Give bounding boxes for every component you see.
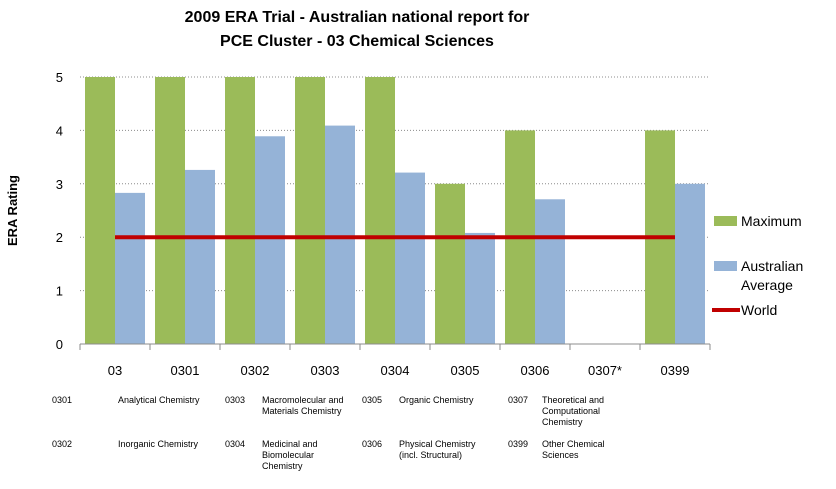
legend-label-australian-average: Australian Average [741, 258, 803, 293]
legend-label-world: World [741, 302, 777, 318]
bar-australian-average-0302 [255, 136, 285, 344]
footnote-description: Computational [542, 406, 600, 416]
y-tick-label: 3 [56, 177, 63, 192]
footnote-description: Chemistry [542, 417, 583, 427]
footnote-code: 0304 [225, 439, 245, 449]
chart-title-line: 2009 ERA Trial - Australian national rep… [185, 9, 530, 26]
x-tick-label: 0305 [451, 363, 480, 378]
footnote-description: Inorganic Chemistry [118, 439, 199, 449]
footnote-code: 0305 [362, 395, 382, 405]
footnote-description: Theoretical and [542, 395, 604, 405]
footnote-description: Sciences [542, 450, 579, 460]
footnote-description: Chemistry [262, 461, 303, 471]
y-axis-label: ERA Rating [5, 175, 20, 246]
bar-maximum-03 [85, 77, 115, 344]
y-tick-label: 1 [56, 284, 63, 299]
x-tick-label: 0306 [521, 363, 550, 378]
bar-australian-average-0301 [185, 169, 215, 344]
bar-australian-average-0305 [465, 232, 495, 344]
footnote-code: 0302 [52, 439, 72, 449]
chart-title-line: PCE Cluster - 03 Chemical Sciences [220, 33, 494, 50]
footnote-code: 0399 [508, 439, 528, 449]
x-tick-label: 0399 [661, 363, 690, 378]
x-tick-label: 0307* [588, 363, 622, 378]
footnote-description: Biomolecular [262, 450, 314, 460]
bar-maximum-0305 [435, 183, 465, 344]
footnote-description: Medicinal and [262, 439, 318, 449]
x-tick-label: 03 [108, 363, 122, 378]
footnote-description: Organic Chemistry [399, 395, 474, 405]
x-tick-label: 0303 [311, 363, 340, 378]
y-tick-label: 4 [56, 123, 63, 138]
y-tick-label: 2 [56, 230, 63, 245]
legend-label-maximum: Maximum [741, 213, 802, 229]
x-tick-label: 0301 [171, 363, 200, 378]
bar-maximum-0302 [225, 77, 255, 344]
x-tick-label: 0302 [241, 363, 270, 378]
bar-maximum-0303 [295, 77, 325, 344]
footnote-description: Other Chemical [542, 439, 605, 449]
bar-maximum-0304 [365, 77, 395, 344]
footnote-code: 0301 [52, 395, 72, 405]
bar-australian-average-0306 [535, 199, 565, 344]
footnote-description: (incl. Structural) [399, 450, 462, 460]
legend-swatch-maximum [714, 216, 737, 226]
footnote-code: 0303 [225, 395, 245, 405]
footnote-description: Macromolecular and [262, 395, 344, 405]
bar-australian-average-0399 [675, 183, 705, 344]
footnote-code: 0307 [508, 395, 528, 405]
footnote-description: Analytical Chemistry [118, 395, 200, 405]
footnote-description: Materials Chemistry [262, 406, 342, 416]
legend-swatch-australian-average [714, 261, 737, 271]
y-tick-label: 0 [56, 337, 63, 352]
x-tick-label: 0304 [381, 363, 410, 378]
bar-australian-average-03 [115, 192, 145, 344]
footnote-description: Physical Chemistry [399, 439, 476, 449]
bar-australian-average-0304 [395, 172, 425, 344]
footnote-code: 0306 [362, 439, 382, 449]
bar-australian-average-0303 [325, 125, 355, 345]
y-tick-label: 5 [56, 70, 63, 85]
bar-maximum-0301 [155, 77, 185, 344]
